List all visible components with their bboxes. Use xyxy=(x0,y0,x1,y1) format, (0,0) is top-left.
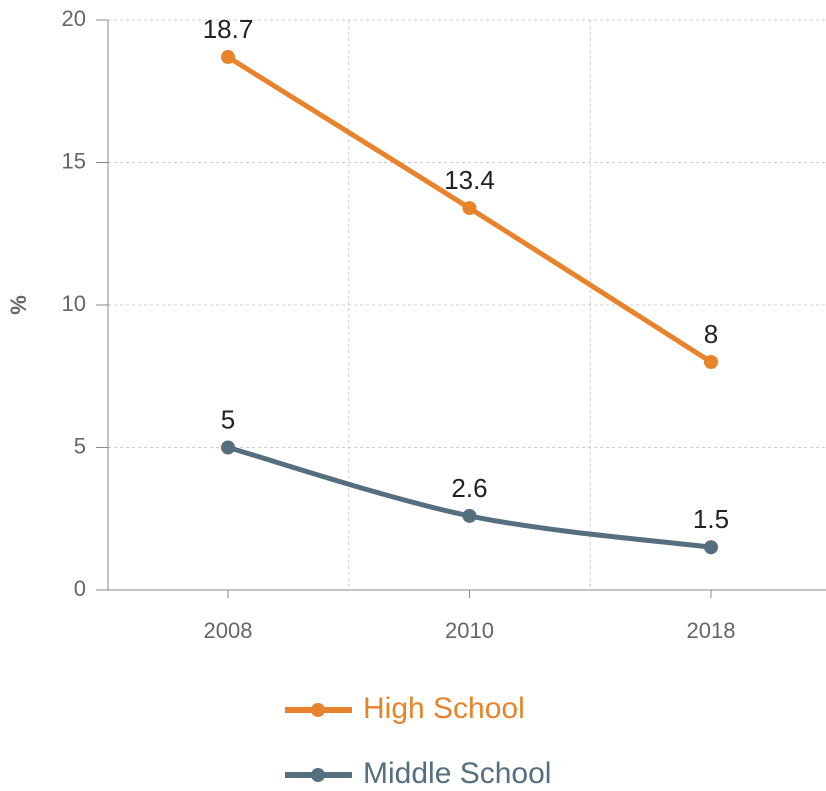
data-label: 8 xyxy=(704,319,718,349)
legend-dot xyxy=(311,768,325,782)
legend-label: High School xyxy=(363,692,525,725)
y-tick-label: 10 xyxy=(62,291,86,316)
point xyxy=(221,440,235,455)
y-tick-label: 20 xyxy=(62,6,86,31)
y-tick-label: 15 xyxy=(62,148,86,173)
data-label: 2.6 xyxy=(451,473,487,503)
data-label: 1.5 xyxy=(693,504,729,534)
point xyxy=(221,50,235,65)
data-label: 18.7 xyxy=(203,14,254,44)
data-label: 5 xyxy=(221,404,235,434)
point xyxy=(704,540,718,555)
point xyxy=(462,201,477,216)
x-tick-label: 2018 xyxy=(687,618,736,643)
y-tick-label: 0 xyxy=(74,576,86,601)
legend-dot xyxy=(311,703,325,717)
data-label: 13.4 xyxy=(444,165,495,195)
y-axis-label: % xyxy=(6,295,31,315)
x-tick-label: 2008 xyxy=(204,618,253,643)
x-tick-label: 2010 xyxy=(445,618,494,643)
point xyxy=(704,355,718,369)
y-tick-label: 5 xyxy=(74,433,86,458)
point xyxy=(462,508,477,523)
legend-label: Middle School xyxy=(363,757,551,790)
